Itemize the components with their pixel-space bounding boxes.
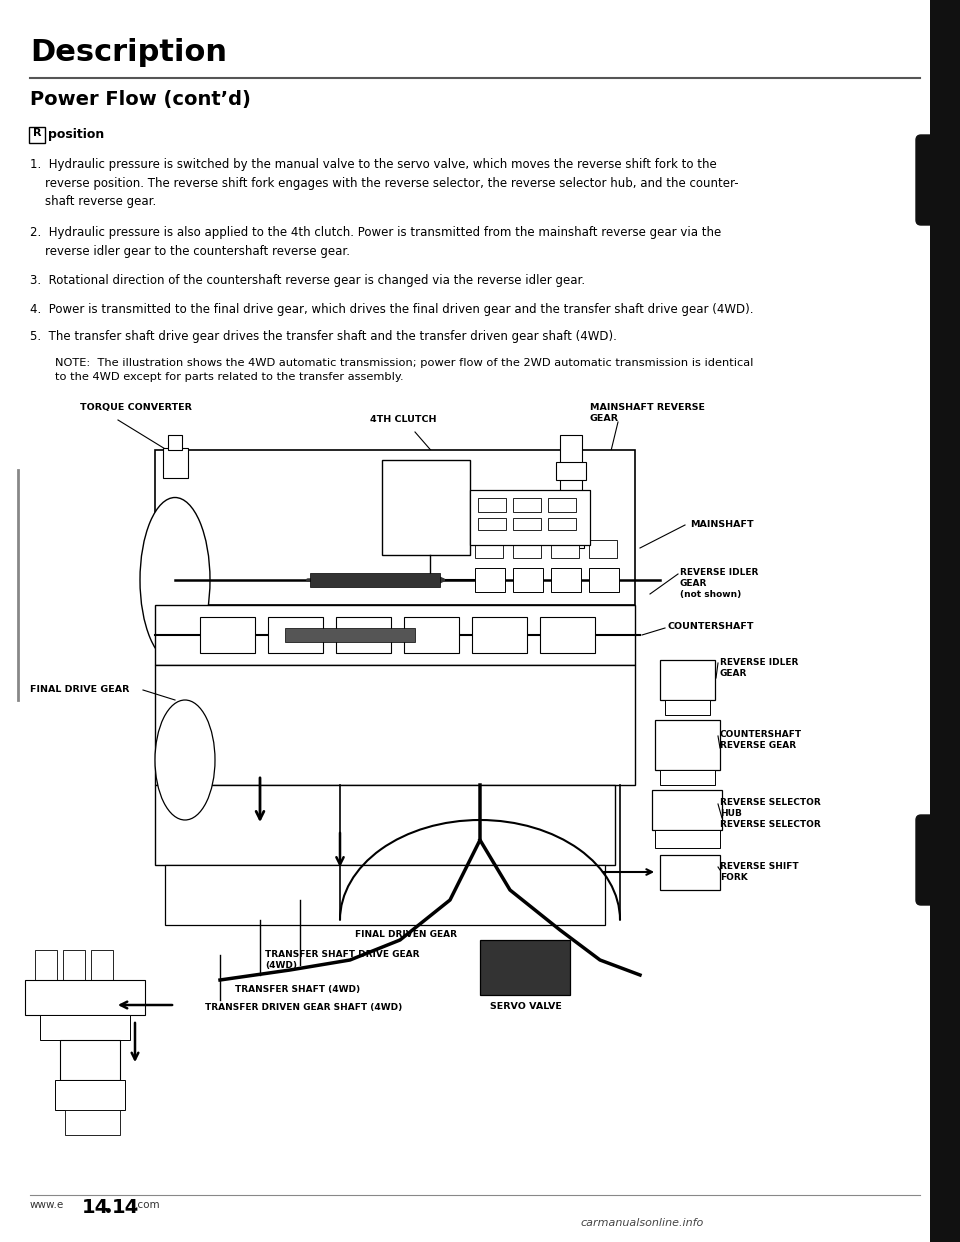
Text: COUNTERSHAFT: COUNTERSHAFT <box>668 622 755 631</box>
Text: REVERSE SHIFT
FORK: REVERSE SHIFT FORK <box>720 862 799 882</box>
Bar <box>551 568 581 592</box>
Bar <box>63 950 85 980</box>
Ellipse shape <box>155 700 215 820</box>
Bar <box>475 540 503 558</box>
Bar <box>390 507 460 517</box>
Text: 4.  Power is transmitted to the final drive gear, which drives the final driven : 4. Power is transmitted to the final dri… <box>30 303 754 315</box>
Bar <box>475 568 505 592</box>
Bar <box>652 790 722 830</box>
Text: FINAL DRIVEN GEAR: FINAL DRIVEN GEAR <box>355 930 457 939</box>
Text: R: R <box>33 128 41 138</box>
Bar <box>200 617 255 653</box>
Bar <box>390 479 460 489</box>
Text: position: position <box>48 128 105 142</box>
Text: www.e: www.e <box>30 1200 64 1210</box>
Bar <box>589 568 619 592</box>
Text: FINAL DRIVE GEAR: FINAL DRIVE GEAR <box>30 686 130 694</box>
Text: MAINSHAFT REVERSE
GEAR: MAINSHAFT REVERSE GEAR <box>590 402 705 424</box>
Bar <box>336 617 391 653</box>
Text: TRANSFER SHAFT (4WD): TRANSFER SHAFT (4WD) <box>235 985 360 994</box>
Bar <box>472 617 527 653</box>
Bar <box>540 617 595 653</box>
Text: SERVO VALVE: SERVO VALVE <box>490 1002 562 1011</box>
Text: COUNTERSHAFT
REVERSE GEAR: COUNTERSHAFT REVERSE GEAR <box>720 730 803 750</box>
Bar <box>163 448 188 478</box>
Bar <box>155 450 635 605</box>
Bar <box>556 462 586 479</box>
FancyBboxPatch shape <box>916 815 960 905</box>
Bar <box>60 1040 120 1081</box>
Text: 14: 14 <box>82 1199 109 1217</box>
Bar <box>660 854 720 891</box>
Text: NOTE:  The illustration shows the 4WD automatic transmission; power flow of the : NOTE: The illustration shows the 4WD aut… <box>55 358 754 381</box>
Bar <box>35 950 57 980</box>
Text: REVERSE IDLER
GEAR: REVERSE IDLER GEAR <box>720 658 799 678</box>
Bar <box>655 720 720 770</box>
Text: •: • <box>104 1205 113 1218</box>
Text: REVERSE SELECTOR
HUB
REVERSE SELECTOR: REVERSE SELECTOR HUB REVERSE SELECTOR <box>720 799 821 830</box>
Text: 4TH CLUTCH: 4TH CLUTCH <box>370 415 437 424</box>
Bar <box>404 617 459 653</box>
Bar <box>513 498 541 512</box>
FancyBboxPatch shape <box>916 135 960 225</box>
FancyBboxPatch shape <box>29 127 45 143</box>
Text: carmanualsonline.info: carmanualsonline.info <box>580 1218 704 1228</box>
Bar <box>660 770 715 785</box>
Bar <box>513 568 543 592</box>
Text: Description: Description <box>30 39 227 67</box>
Bar <box>285 628 415 642</box>
Bar <box>558 503 584 548</box>
Bar <box>155 605 635 664</box>
Text: .com: .com <box>135 1200 160 1210</box>
Bar <box>165 864 605 925</box>
Text: REVERSE IDLER
GEAR
(not shown): REVERSE IDLER GEAR (not shown) <box>680 568 758 599</box>
Text: MAINSHAFT: MAINSHAFT <box>690 520 754 529</box>
Bar <box>91 950 113 980</box>
Bar <box>589 540 617 558</box>
Bar <box>560 435 582 515</box>
Bar <box>25 980 145 1015</box>
Bar <box>660 660 715 700</box>
Bar <box>40 1015 130 1040</box>
Bar <box>552 491 590 502</box>
Bar <box>478 518 506 530</box>
Bar <box>513 540 541 558</box>
Bar <box>155 664 635 785</box>
Bar <box>665 700 710 715</box>
Bar <box>65 1110 120 1135</box>
Bar <box>168 435 182 450</box>
Bar <box>513 518 541 530</box>
Text: Power Flow (cont’d): Power Flow (cont’d) <box>30 89 251 109</box>
Text: 5.  The transfer shaft drive gear drives the transfer shaft and the transfer dri: 5. The transfer shaft drive gear drives … <box>30 330 617 343</box>
Bar <box>480 940 570 995</box>
Text: 14: 14 <box>112 1199 139 1217</box>
Text: TRANSFER SHAFT DRIVE GEAR
(4WD): TRANSFER SHAFT DRIVE GEAR (4WD) <box>265 950 420 970</box>
Bar <box>55 1081 125 1110</box>
Bar <box>310 573 440 587</box>
Bar <box>655 830 720 848</box>
Text: 1.  Hydraulic pressure is switched by the manual valve to the servo valve, which: 1. Hydraulic pressure is switched by the… <box>30 158 738 207</box>
Bar <box>551 540 579 558</box>
Bar <box>268 617 323 653</box>
Text: TORQUE CONVERTER: TORQUE CONVERTER <box>80 402 192 412</box>
Text: 2.  Hydraulic pressure is also applied to the 4th clutch. Power is transmitted f: 2. Hydraulic pressure is also applied to… <box>30 226 721 257</box>
Bar <box>930 0 960 1242</box>
Bar <box>390 493 460 503</box>
Text: 3.  Rotational direction of the countershaft reverse gear is changed via the rev: 3. Rotational direction of the countersh… <box>30 274 586 287</box>
Bar <box>478 498 506 512</box>
Text: TRANSFER DRIVEN GEAR SHAFT (4WD): TRANSFER DRIVEN GEAR SHAFT (4WD) <box>205 1004 402 1012</box>
Bar <box>390 465 460 474</box>
Bar <box>548 498 576 512</box>
Bar <box>382 460 470 555</box>
Bar <box>155 785 615 864</box>
Ellipse shape <box>140 498 210 662</box>
Bar <box>470 491 590 545</box>
Bar <box>390 520 460 532</box>
Bar <box>548 518 576 530</box>
